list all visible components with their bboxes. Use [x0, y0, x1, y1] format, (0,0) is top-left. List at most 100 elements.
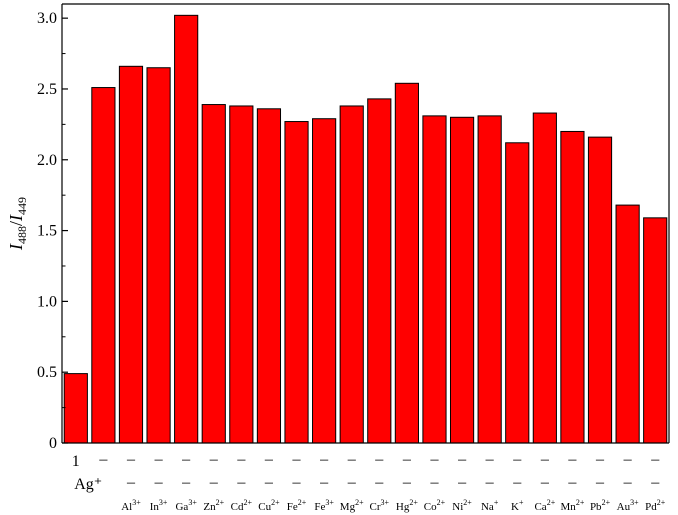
x-tick-label: Na+	[481, 498, 499, 513]
row1-dash: –	[457, 451, 467, 468]
y-tick-label: 0	[49, 435, 57, 452]
bar	[560, 130, 585, 444]
y-label-subscript: 449	[15, 197, 29, 215]
bar	[91, 87, 116, 444]
x-tick-label: Mg2+	[340, 498, 364, 513]
row2-dash: –	[292, 474, 302, 491]
y-tick-label: 3.0	[37, 10, 57, 27]
row2-dash: –	[319, 474, 329, 491]
x-tick-label: Hg2+	[396, 498, 418, 513]
row1-dash: –	[126, 451, 136, 468]
ion-symbol: In	[150, 501, 160, 513]
row2-dash: –	[650, 474, 660, 491]
x-tick-label: Zn2+	[203, 498, 224, 513]
row1-dash: –	[154, 451, 164, 468]
bar	[449, 116, 475, 444]
x-tick-label: Cr3+	[370, 498, 390, 513]
axes-group	[61, 3, 670, 444]
ion-charge: 2+	[602, 498, 611, 507]
ion-charge: +	[519, 498, 524, 507]
row2-dash: –	[540, 474, 550, 491]
row2-dash: –	[485, 474, 495, 491]
bar	[587, 136, 613, 444]
x-tick-label: Co2+	[424, 498, 446, 513]
row2-dash: –	[154, 474, 164, 491]
ion-charge: 3+	[159, 498, 168, 507]
y-label-variable: I	[6, 243, 26, 251]
ion-symbol: Zn	[203, 501, 216, 513]
row1-dash: –	[319, 451, 329, 468]
ion-symbol: Ga	[175, 501, 188, 513]
row-label-ag: Ag⁺	[74, 476, 102, 493]
y-axis-title: I488/I449	[6, 197, 29, 251]
row1-dash: –	[540, 451, 550, 468]
x-tick-label: Pd2+	[645, 498, 666, 513]
y-tick-label: 0.5	[37, 364, 57, 381]
row1-dash: –	[264, 451, 274, 468]
row1-dash: –	[98, 451, 108, 468]
x-tick-label: Fe2+	[287, 498, 307, 513]
ion-symbol: Na	[481, 501, 494, 513]
x-tick-label: Mn2+	[561, 498, 585, 513]
bar	[477, 115, 502, 444]
row1-dash: –	[567, 451, 577, 468]
x-tick-label: Cd2+	[231, 498, 253, 513]
ion-symbol: Hg	[396, 501, 410, 513]
bar	[256, 108, 282, 444]
ion-charge: 3+	[630, 498, 639, 507]
y-tick-label: 1.5	[37, 223, 57, 240]
ion-charge: 2+	[576, 498, 585, 507]
row1-dash: –	[374, 451, 384, 468]
y-tick-label: 1.0	[37, 293, 57, 310]
ion-charge: 3+	[381, 498, 390, 507]
ion-symbol: Cu	[258, 501, 271, 513]
row2-dash: –	[347, 474, 357, 491]
ion-charge: 2+	[657, 498, 666, 507]
x-tick-label: Au3+	[617, 498, 639, 513]
x-tick-label: Ga3+	[175, 498, 197, 513]
bar	[284, 121, 309, 444]
row2-dash: –	[181, 474, 191, 491]
x-tick-label: Ca2+	[534, 498, 555, 513]
bar	[146, 67, 171, 444]
row2-dash: –	[429, 474, 439, 491]
ion-charge: 2+	[355, 498, 364, 507]
bar	[532, 112, 557, 444]
bar	[505, 142, 530, 444]
ion-symbol: Cd	[231, 501, 244, 513]
ion-charge: +	[494, 498, 499, 507]
row-label-1: 1	[72, 453, 80, 470]
row1-dash: –	[650, 451, 660, 468]
bars-group	[63, 14, 668, 444]
bar	[229, 105, 254, 444]
ion-symbol: Cr	[370, 501, 381, 513]
row1-dash: –	[623, 451, 633, 468]
ion-charge: 3+	[132, 498, 141, 507]
ion-symbol: Mg	[340, 501, 356, 513]
bar	[312, 118, 337, 444]
row1-dash: –	[236, 451, 246, 468]
row2-dash: –	[457, 474, 467, 491]
row2-dash: –	[623, 474, 633, 491]
y-tick-label: 2.0	[37, 152, 57, 169]
row1-dash: –	[347, 451, 357, 468]
ion-symbol: Fe	[314, 501, 325, 513]
y-axis-label: I488/I449	[6, 197, 29, 251]
row1-dash: –	[181, 451, 191, 468]
bar	[422, 115, 447, 444]
ion-charge: 3+	[188, 498, 197, 507]
y-ticks-group: 0 0.5 1.0 1.5 2.0 2.5 3.0	[37, 10, 68, 452]
bar	[394, 82, 419, 444]
row2-dash: –	[595, 474, 605, 491]
row2-dash: –	[126, 474, 136, 491]
row2-dash: –	[402, 474, 412, 491]
x-tick-label: In3+	[150, 498, 168, 513]
ion-symbol: Au	[617, 501, 631, 513]
y-label-slash: /	[6, 221, 26, 226]
row2-dash: –	[264, 474, 274, 491]
ion-symbol: Mn	[561, 501, 577, 513]
ion-charge: 2+	[463, 498, 472, 507]
ion-charge: 3+	[325, 498, 334, 507]
bar	[118, 65, 144, 444]
